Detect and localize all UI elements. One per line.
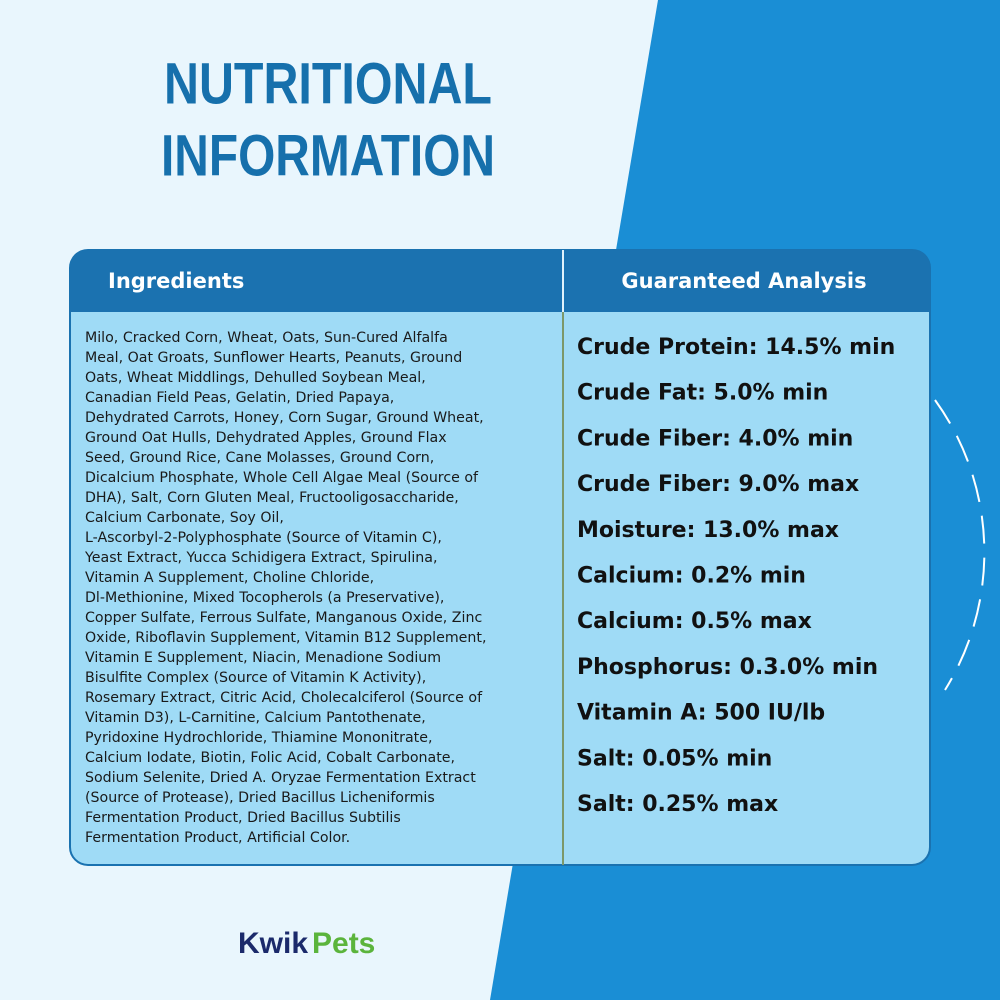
analysis-item: Crude Protein: 14.5% min (577, 335, 895, 360)
title-line: NUTRITIONAL (164, 51, 492, 116)
ingredient-line: Rosemary Extract, Citric Acid, Cholecalc… (85, 690, 483, 706)
ingredient-line: Vitamin D3), L-Carnitine, Calcium Pantot… (85, 710, 426, 726)
ingredient-line: DHA), Salt, Corn Gluten Meal, Fructoolig… (85, 490, 459, 506)
ingredient-line: Vitamin E Supplement, Niacin, Menadione … (85, 650, 441, 666)
analysis-item: Moisture: 13.0% max (577, 518, 839, 543)
ingredient-line: Pyridoxine Hydrochloride, Thiamine Monon… (85, 730, 432, 746)
ingredient-line: L-Ascorbyl-2-Polyphosphate (Source of Vi… (85, 530, 442, 546)
column-header: Guaranteed Analysis (621, 269, 866, 293)
brand-first: Kwik (238, 927, 308, 960)
ingredient-line: Copper Sulfate, Ferrous Sulfate, Mangano… (85, 610, 482, 626)
ingredient-line: Meal, Oat Groats, Sunflower Hearts, Pean… (85, 350, 462, 366)
analysis-item: Salt: 0.25% max (577, 792, 778, 817)
decorative-arc (934, 399, 986, 691)
ingredient-line: Dl-Methionine, Mixed Tocopherols (a Pres… (85, 590, 444, 606)
ingredient-line: Fermentation Product, Dried Bacillus Sub… (85, 810, 401, 826)
ingredient-line: Dicalcium Phosphate, Whole Cell Algae Me… (85, 470, 479, 486)
title-line: INFORMATION (161, 123, 495, 188)
analysis-item: Salt: 0.05% min (577, 746, 772, 771)
ingredient-line: Yeast Extract, Yucca Schidigera Extract,… (84, 550, 437, 566)
ingredient-line: Seed, Ground Rice, Cane Molasses, Ground… (85, 450, 434, 466)
ingredient-line: Vitamin A Supplement, Choline Chloride, (85, 570, 374, 586)
ingredient-line: Calcium Iodate, Biotin, Folic Acid, Coba… (85, 750, 455, 766)
column-header: Ingredients (108, 269, 244, 293)
analysis-item: Calcium: 0.2% min (577, 564, 806, 589)
analysis-item: Crude Fiber: 4.0% min (577, 426, 853, 451)
ingredient-line: Dehydrated Carrots, Honey, Corn Sugar, G… (85, 410, 484, 426)
analysis-item: Vitamin A: 500 IU/lb (577, 701, 825, 726)
ingredient-line: Calcium Carbonate, Soy Oil, (85, 510, 284, 526)
brand-second: Pets (312, 927, 375, 960)
analysis-item: Phosphorus: 0.3.0% min (577, 655, 878, 680)
ingredient-line: Milo, Cracked Corn, Wheat, Oats, Sun-Cur… (85, 330, 448, 346)
ingredient-line: Oats, Wheat Middlings, Dehulled Soybean … (85, 370, 426, 386)
ingredient-line: Oxide, Riboflavin Supplement, Vitamin B1… (85, 630, 486, 646)
ingredient-line: (Source of Protease), Dried Bacillus Lic… (85, 790, 435, 806)
ingredient-line: Canadian Field Peas, Gelatin, Dried Papa… (85, 390, 394, 406)
ingredient-line: Ground Oat Hulls, Dehydrated Apples, Gro… (85, 430, 447, 446)
ingredient-line: Bisulfite Complex (Source of Vitamin K A… (85, 670, 426, 686)
ingredient-line: Fermentation Product, Artificial Color. (85, 830, 350, 846)
ingredient-line: Sodium Selenite, Dried A. Oryzae Ferment… (85, 770, 476, 786)
table-header (70, 250, 930, 312)
analysis-item: Calcium: 0.5% max (577, 609, 812, 634)
analysis-item: Crude Fat: 5.0% min (577, 381, 828, 406)
analysis-item: Crude Fiber: 9.0% max (577, 472, 859, 497)
